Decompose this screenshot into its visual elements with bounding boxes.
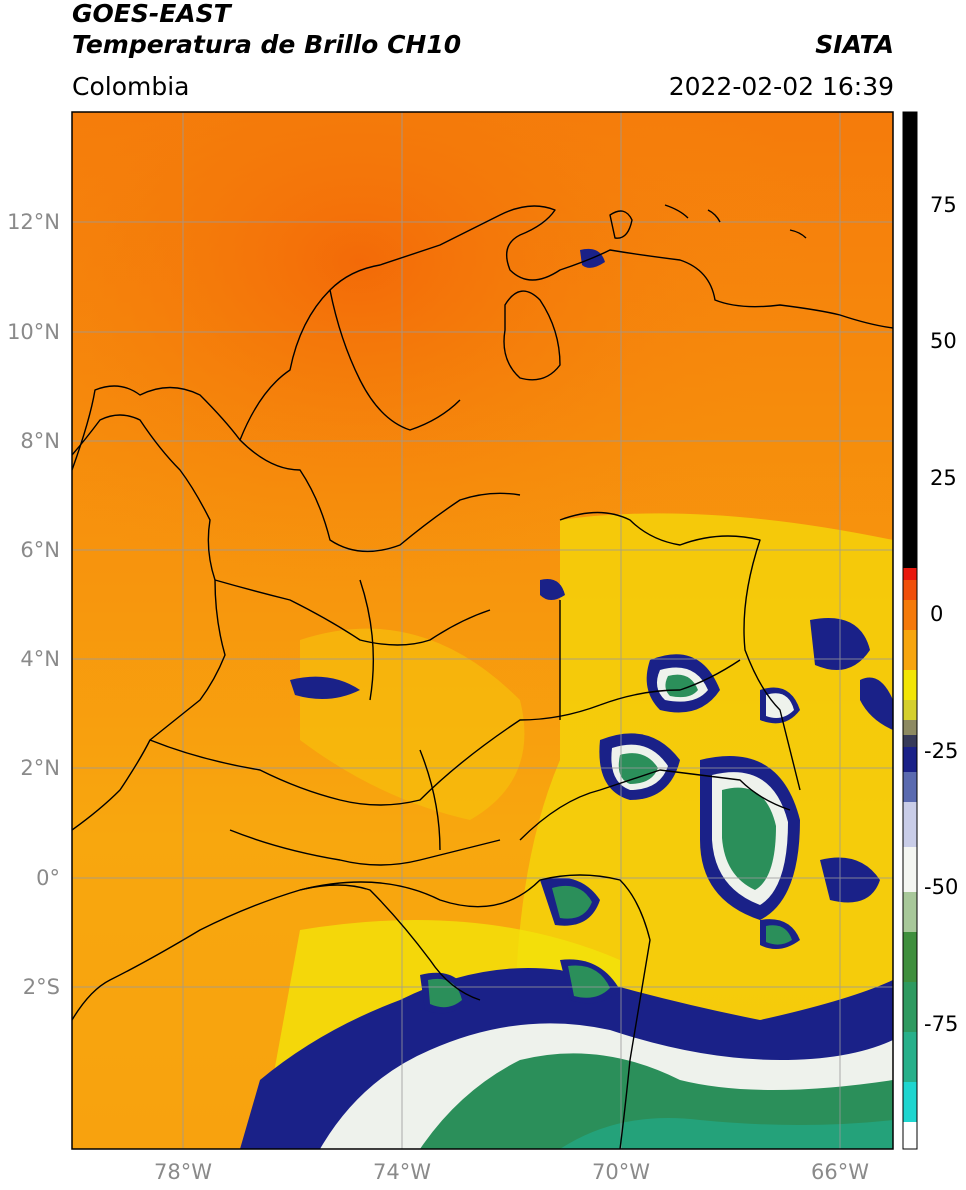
lat-tick: 6°N	[20, 538, 60, 562]
lat-tick: 2°N	[20, 756, 60, 780]
brazil-border	[519, 769, 791, 841]
gridlines	[72, 112, 893, 1149]
colorbar-label: -25	[924, 739, 959, 763]
lat-tick: 12°N	[7, 210, 60, 234]
lon-tick: 78°W	[154, 1160, 212, 1184]
dept-borders-2	[329, 289, 461, 431]
colombia-south-border	[299, 874, 651, 1149]
lon-tick: 74°W	[373, 1160, 431, 1184]
map-field	[72, 112, 893, 1149]
timestamp-label: 2022-02-02 16:39	[668, 72, 894, 101]
lake-maracaibo	[503, 290, 561, 381]
dept-borders-3	[214, 579, 491, 646]
lat-tick: 8°N	[20, 429, 60, 453]
ecuador-peru-coast	[72, 884, 481, 1021]
lat-tick: 4°N	[20, 647, 60, 671]
product-title: Temperatura de Brillo CH10	[72, 30, 462, 59]
dept-borders-4	[149, 704, 601, 806]
colorbar-label: -50	[924, 875, 959, 899]
dept-borders-5	[229, 829, 501, 866]
org-label: SIATA	[815, 30, 894, 59]
dept-borders-1	[239, 439, 521, 553]
colorbar	[902, 111, 918, 1150]
cloud-cells	[240, 248, 893, 1149]
island-aruba	[609, 210, 633, 239]
dept-borders-6	[359, 579, 561, 851]
lat-tick: 0°	[36, 866, 60, 890]
caribbean-coast	[72, 205, 893, 471]
yellow-region-central	[300, 628, 525, 820]
island-small	[664, 204, 807, 239]
lon-tick: 66°W	[811, 1160, 869, 1184]
colorbar-label: 75	[930, 193, 957, 217]
region-label: Colombia	[72, 72, 190, 101]
coastlines-and-borders	[72, 204, 893, 1149]
lon-tick: 70°W	[592, 1160, 650, 1184]
colorbar-label: -75	[924, 1012, 959, 1036]
colorbar-label: 0	[930, 602, 944, 626]
orinoco-border	[599, 659, 741, 706]
satellite-title: GOES-EAST	[72, 0, 231, 28]
colorbar-label: 50	[930, 329, 957, 353]
lat-tick: 10°N	[7, 320, 60, 344]
map-frame	[71, 111, 894, 1150]
colombia-venezuela-border	[559, 511, 801, 791]
colorbar-label: 25	[930, 466, 957, 490]
lat-tick: 2°S	[22, 975, 60, 999]
